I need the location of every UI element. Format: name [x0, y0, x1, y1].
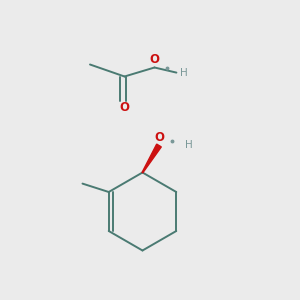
Polygon shape	[142, 144, 161, 173]
Text: O: O	[149, 53, 160, 66]
Text: O: O	[119, 100, 130, 114]
Text: H: H	[184, 140, 192, 150]
Text: O: O	[154, 131, 164, 144]
Text: H: H	[180, 68, 188, 78]
